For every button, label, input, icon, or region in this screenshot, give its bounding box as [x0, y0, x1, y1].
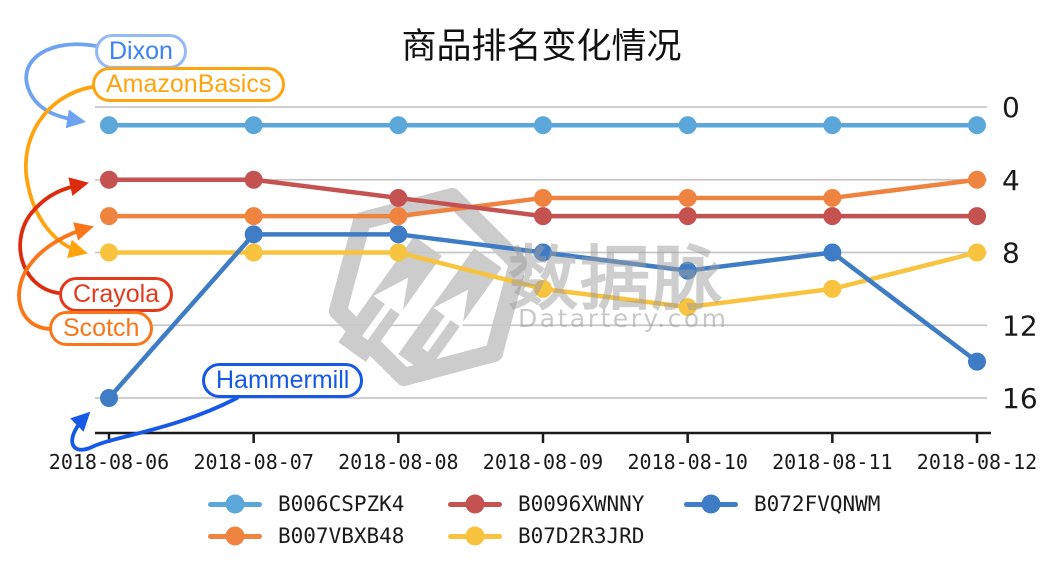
legend-marker: [208, 494, 262, 514]
legend-label: B072FVQNWM: [754, 492, 881, 516]
data-point: [534, 188, 552, 207]
data-point: [678, 188, 697, 207]
y-tick-label: 16: [1002, 382, 1038, 415]
chart-title: 商品排名变化情况: [401, 27, 682, 67]
annotation-arrows: [17, 42, 239, 452]
legend-marker: [684, 494, 738, 514]
x-axis: [95, 431, 991, 443]
data-point: [534, 207, 552, 226]
y-tick-label: 4: [1002, 164, 1020, 197]
data-point: [389, 243, 408, 262]
x-tick-label: 2018-08-06: [49, 450, 169, 474]
data-point: [678, 261, 697, 280]
data-point: [244, 207, 263, 226]
legend-marker: [448, 494, 502, 514]
data-point: [678, 207, 697, 226]
watermark-hexagon: [329, 188, 527, 386]
data-point: [389, 207, 408, 226]
data-point: [100, 170, 118, 189]
annotation-label: Dixon: [109, 37, 173, 65]
legend-item-B072FVQNWM: B072FVQNWM: [684, 488, 880, 520]
annotation-label: Crayola: [73, 280, 160, 308]
series-B0096XWNNY: [100, 170, 986, 226]
data-point: [968, 116, 986, 135]
watermark-arrow-icon: [422, 289, 469, 353]
data-point: [968, 207, 986, 226]
legend-marker: [448, 526, 502, 546]
data-point: [389, 225, 408, 244]
x-tick-label: 2018-08-07: [193, 450, 313, 474]
annotation-pill-amazonbasics: AmazonBasics: [92, 67, 286, 102]
x-tick-label: 2018-08-12: [917, 450, 1037, 474]
data-point: [100, 389, 118, 407]
x-tick-label: 2018-08-08: [338, 450, 458, 474]
legend-marker: [208, 526, 262, 546]
legend-label: B0096XWNNY: [518, 492, 645, 516]
data-point: [678, 116, 697, 135]
annotation-arrow-hammermill: [70, 396, 239, 452]
data-point: [534, 279, 552, 298]
annotation-arrow-scotch: [17, 222, 94, 331]
legend: B006CSPZK4 B0096XWNNY B072FVQNWM B007VBX…: [208, 488, 880, 552]
watermark-logo-text: 数据脉: [508, 238, 724, 320]
annotation-arrow-amazonbasics: [23, 85, 94, 259]
data-point: [968, 352, 986, 371]
data-point: [100, 116, 118, 135]
data-point: [823, 116, 842, 135]
legend-label: B07D2R3JRD: [518, 524, 645, 548]
annotation-arrow-dixon: [24, 42, 98, 129]
annotation-pill-crayola: Crayola: [59, 277, 174, 312]
watermark-logo: [329, 188, 527, 386]
data-point: [823, 279, 842, 298]
legend-item-B006CSPZK4: B006CSPZK4: [208, 488, 448, 520]
y-tick-labels: 0 4 8 12 16: [1002, 91, 1038, 415]
annotation-pill-hammermill: Hammermill: [202, 363, 364, 398]
data-point: [968, 170, 986, 189]
data-point: [389, 188, 408, 207]
watermark-arrow-icon: [362, 277, 409, 341]
legend-item-B0096XWNNY: B0096XWNNY: [448, 488, 684, 520]
legend-label: B007VBXB48: [278, 524, 405, 548]
data-point: [244, 225, 263, 244]
legend-item-B007VBXB48: B007VBXB48: [208, 520, 448, 552]
annotation-arrow-crayola: [18, 177, 89, 295]
x-tick-label: 2018-08-11: [772, 450, 892, 474]
annotation-label: Scotch: [63, 314, 140, 342]
data-point: [244, 116, 263, 135]
data-point: [823, 243, 842, 262]
watermark-text: 数据脉 Datartery.com: [508, 238, 729, 333]
annotation-label: AmazonBasics: [106, 70, 272, 98]
data-point: [968, 243, 986, 262]
annotation-label: Hammermill: [216, 366, 350, 394]
x-tick-label: 2018-08-10: [627, 450, 747, 474]
y-tick-label: 0: [1002, 91, 1020, 124]
legend-label: B006CSPZK4: [278, 492, 405, 516]
data-point: [534, 243, 552, 262]
y-tick-label: 8: [1002, 237, 1020, 270]
data-point: [534, 116, 552, 135]
legend-item-B07D2R3JRD: B07D2R3JRD: [448, 520, 684, 552]
x-tick-labels: 2018-08-06 2018-08-07 2018-08-08 2018-08-09…: [49, 450, 1037, 474]
series-B072FVQNWM: [100, 225, 986, 407]
watermark-site-text: Datartery.com: [518, 304, 729, 333]
data-point: [823, 188, 842, 207]
data-point: [823, 207, 842, 226]
x-tick-label: 2018-08-09: [483, 450, 603, 474]
series-B07D2R3JRD: [100, 243, 986, 317]
data-point: [389, 116, 408, 135]
data-point: [244, 170, 263, 189]
series-B007VBXB48: [100, 170, 986, 226]
annotation-pill-scotch: Scotch: [49, 311, 154, 346]
series-B006CSPZK4: [100, 116, 986, 135]
annotation-pill-dixon: Dixon: [95, 34, 187, 69]
data-point: [678, 298, 697, 317]
data-series: [100, 116, 986, 407]
data-point: [100, 207, 118, 226]
data-point: [100, 243, 118, 262]
y-tick-label: 12: [1002, 309, 1038, 342]
data-point: [244, 243, 263, 262]
